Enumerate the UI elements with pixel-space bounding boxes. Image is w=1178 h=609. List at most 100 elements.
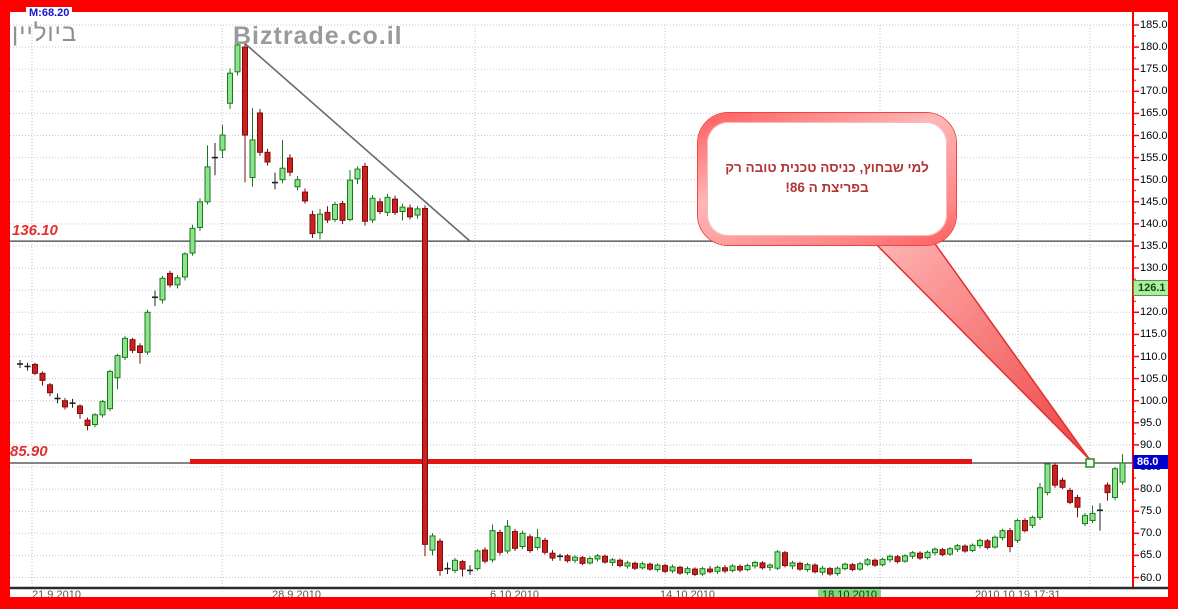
candle-up [1119,462,1126,483]
candle-up [1112,468,1118,498]
candle-down [1074,496,1081,508]
candle-up [227,72,233,104]
candle-up [902,555,908,562]
candle-down [324,211,331,221]
candle-down [459,561,466,570]
candle-down [872,559,878,566]
y-axis-label: 105.0 [1140,372,1168,385]
y-axis-label: 120.0 [1140,306,1168,319]
candle-down [437,540,443,571]
candle-down [617,559,623,567]
candle-down [482,549,488,562]
candle-up [189,227,196,254]
candle-down [32,363,38,374]
candle-up [947,548,953,555]
current-price-tag: 86.0 [1133,455,1168,469]
candle-up [857,563,863,570]
y-axis-label: 60.0 [1140,571,1162,584]
x-axis-label-fragment: 21.9 2010 [32,589,81,597]
candle-down [759,562,766,569]
candle-up [699,568,706,575]
y-axis-label: 145.0 [1140,195,1168,208]
candle-up [1029,516,1036,526]
candle-down [939,549,946,556]
y-axis-label: 140.0 [1140,217,1168,230]
candle-up [624,562,631,567]
candle-up [729,565,736,571]
candle-up [519,532,526,548]
candle-up [1044,463,1051,494]
candle-up [609,559,616,563]
candle-up [219,134,226,151]
instrument-name: ביוליין [12,20,78,47]
candle-down [602,555,608,563]
candle-up [107,371,113,410]
candle-down [1104,484,1111,494]
candle-down [1007,530,1013,548]
candle-up [399,206,406,213]
candle-up [804,564,811,571]
candle-down [77,405,83,415]
candle-down [662,565,668,572]
candle-up [684,568,691,574]
candle-down [512,531,518,549]
candle-down [894,556,901,563]
candle-down [84,419,91,426]
candle-up [864,559,871,565]
candle-up [992,536,998,548]
candle-down [309,214,316,235]
candle-down [632,562,638,569]
candle-up [534,537,541,548]
candle-down [722,567,728,572]
candle-up [714,566,721,572]
annotation-text: למי שבחוץ, כניסה טכנית טובה רק בפריצת ה … [707,122,947,198]
candle-up [969,544,976,552]
candle-down [812,564,818,573]
y-axis-label: 110.0 [1140,350,1167,363]
y-axis-label: 130.0 [1140,262,1168,275]
candle-down [737,565,743,571]
candle-down [692,568,698,575]
x-axis-label-fragment: 6.10 2010 [490,589,539,597]
candle-down [302,191,308,202]
candle-up [354,168,361,180]
y-axis-label: 175.0 [1140,63,1168,76]
y-axis-label: 90.0 [1140,438,1162,451]
candle-down [392,198,398,213]
candle-up [767,564,773,568]
candle-up [572,556,578,561]
candle-down [242,46,248,136]
candle-down [962,545,968,552]
candle-up [594,555,601,560]
annotation-bubble: למי שבחוץ, כניסה טכנית טובה רק בפריצת ה … [698,113,956,245]
candle-up [347,179,353,220]
y-axis-label: 115.0 [1140,328,1167,341]
candle-up [122,337,128,358]
last-value-readout: M:68.20 [26,7,73,19]
candle-up [429,535,436,551]
candle-up [1089,512,1096,521]
y-axis-label: 80.0 [1140,483,1162,496]
candle-up [182,253,188,278]
secondary-price-tag: 126.1 [1133,280,1168,296]
candle-down [1067,489,1073,503]
entry-marker [1085,458,1095,468]
candle-up [504,525,511,552]
candle-up [774,551,781,569]
x-axis-label-fragment: 28.9 2010 [272,589,321,597]
candle-up [174,277,181,286]
candle-up [587,557,593,564]
candle-down [542,539,548,553]
y-axis-label: 170.0 [1140,85,1168,98]
annotation-line-1: למי שבחוץ, כניסה טכנית טובה רק [725,160,929,175]
candle-down [527,536,533,552]
y-axis-label: 150.0 [1140,173,1168,186]
candle-up [744,565,751,571]
candle-down [647,563,653,570]
candle-down [129,339,136,351]
candle-up [249,139,256,178]
candle-down [549,552,556,559]
chart-plot-area: ביוליין Biztrade.co.il 136.10 85.90 185.… [10,12,1168,597]
candle-down [849,564,856,571]
candle-down [1052,464,1058,486]
